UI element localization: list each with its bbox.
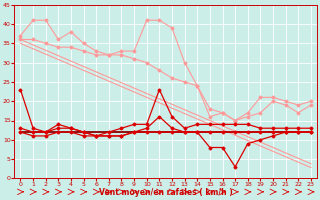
- X-axis label: Vent moyen/en rafales ( km/h ): Vent moyen/en rafales ( km/h ): [99, 188, 233, 197]
